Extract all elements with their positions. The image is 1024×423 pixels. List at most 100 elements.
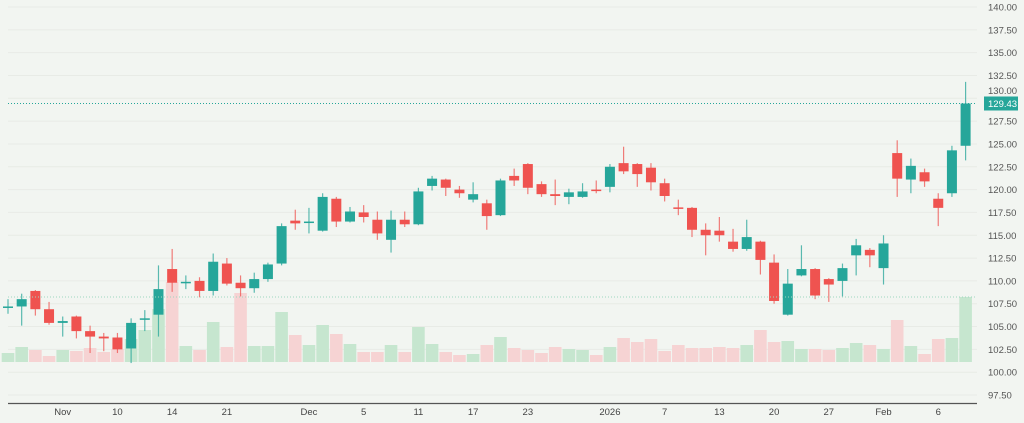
candle-body [495, 180, 506, 216]
volume-bar [1, 353, 15, 362]
candle [112, 332, 123, 354]
candle-body [796, 269, 807, 276]
volume-bar [412, 327, 425, 362]
candle-body [536, 184, 547, 195]
candle-body [659, 183, 670, 196]
candle [139, 310, 150, 332]
x-tick-label: 17 [468, 407, 479, 418]
candle-body [98, 336, 109, 339]
x-tick-label: Nov [54, 407, 71, 418]
candle-body [687, 207, 697, 230]
volume-bar [234, 293, 247, 362]
candle-body [823, 279, 834, 285]
candle [71, 315, 82, 339]
volume-bar [206, 322, 220, 362]
volume-bar [261, 346, 275, 362]
x-tick-label: 2026 [599, 407, 620, 418]
candle-body [317, 196, 328, 231]
candle-body [372, 219, 383, 234]
candle [522, 163, 533, 195]
candle [126, 318, 137, 364]
candle-body [892, 153, 903, 179]
y-tick-label: 135.00 [988, 48, 1017, 59]
candle [632, 163, 643, 187]
candle-body [331, 198, 342, 222]
candle-body [358, 212, 369, 217]
candle [3, 299, 13, 314]
volume-bar [849, 343, 863, 362]
y-tick-label: 130.00 [988, 86, 1017, 97]
volume-bar [740, 345, 754, 362]
volume-bar [83, 348, 97, 362]
candle [194, 277, 205, 298]
volume-bar [138, 330, 152, 362]
candle [509, 168, 520, 186]
time-axis[interactable]: Nov 10 14 21 Dec 5 11 17 23 2026 7 13 20 27 Feb 6 [8, 402, 977, 419]
volume-bar [275, 312, 288, 362]
candle [536, 181, 547, 197]
volume-bar [70, 351, 83, 362]
candle [659, 178, 670, 202]
volume-bar [781, 341, 795, 362]
candle-body [30, 290, 41, 310]
volume-bar [220, 347, 234, 362]
x-tick-label: 6 [936, 407, 941, 418]
candle [823, 278, 834, 302]
candle [30, 290, 41, 316]
x-tick-label: 21 [222, 407, 233, 418]
volume-bar [288, 335, 302, 362]
candle [714, 216, 725, 242]
candle-body [44, 309, 55, 323]
x-tick-label: 27 [824, 407, 835, 418]
candle [728, 228, 739, 252]
candle-body [440, 179, 451, 188]
candle [960, 81, 971, 161]
y-tick-label: 107.50 [988, 299, 1017, 310]
candle-body [851, 245, 862, 256]
y-tick-label: 117.50 [988, 208, 1016, 219]
volume-bar [685, 348, 699, 362]
volume-bars [1, 282, 972, 362]
volume-bar [56, 350, 70, 362]
candle [153, 265, 164, 337]
candle [345, 206, 355, 223]
candle-body [591, 189, 602, 192]
candle-body [905, 165, 916, 180]
candle-body [345, 211, 355, 222]
volume-bar [247, 346, 261, 362]
candle [645, 163, 656, 191]
candle [235, 275, 246, 297]
volume-bar [165, 282, 179, 362]
y-tick-label: 120.00 [988, 185, 1017, 196]
volume-bar [699, 348, 712, 362]
candle [372, 211, 383, 240]
candle [57, 316, 68, 337]
candle [85, 325, 96, 354]
x-tick-label: 7 [662, 407, 667, 418]
volume-bar [726, 348, 740, 362]
candle-body [769, 262, 780, 301]
volume-bar [890, 320, 904, 362]
candle-body [139, 318, 150, 320]
price-guides [8, 103, 977, 298]
candle-body [550, 194, 561, 196]
x-tick-label: 10 [112, 407, 123, 418]
candle-body [864, 249, 875, 256]
volume-bar [795, 349, 808, 362]
price-axis[interactable]: 140.00 137.50 135.00 132.50 130.00 127.50 125.… [984, 3, 1018, 402]
candle [386, 210, 397, 253]
candle [892, 140, 903, 197]
candle-body [563, 192, 574, 197]
candle-body [112, 337, 123, 350]
candle-body [837, 268, 848, 281]
y-tick-label: 105.00 [988, 322, 1017, 333]
candle [495, 178, 506, 217]
volume-bar [357, 352, 370, 362]
x-tick-label: Dec [301, 407, 318, 418]
candle-body [249, 279, 260, 289]
candle-body [933, 198, 944, 208]
volume-bar [658, 351, 671, 362]
candle-body [946, 150, 957, 194]
candle [180, 275, 191, 290]
